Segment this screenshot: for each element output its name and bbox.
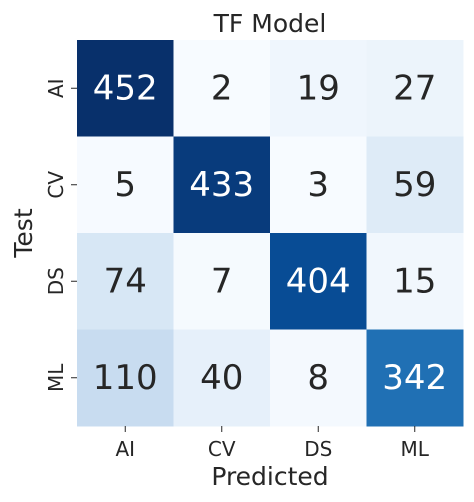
heatmap-cell-CV-AI — [77, 136, 174, 234]
cell-value-label: 404 — [286, 261, 351, 301]
heatmap-cell-CV-ML — [366, 136, 464, 234]
cell-value-label: 433 — [189, 165, 254, 205]
cell-value-label: 5 — [114, 165, 136, 205]
x-axis-label: Predicted — [211, 462, 328, 491]
heatmap-cell-DS-AI — [77, 233, 174, 330]
heatmap-cell-ML-ML — [366, 329, 464, 427]
y-tick-label: AI — [44, 78, 68, 98]
x-axis-ticks: AI CV DS ML — [115, 426, 430, 461]
cell-value-label: 8 — [307, 358, 329, 398]
cell-value-label: 74 — [104, 261, 147, 301]
y-tick-label: DS — [44, 267, 68, 295]
cell-value-label: 342 — [382, 358, 447, 398]
cell-value-label: 40 — [200, 358, 243, 398]
heatmap-cells — [77, 40, 464, 427]
y-axis-label: Test — [9, 208, 38, 258]
cell-value-label: 3 — [307, 165, 329, 205]
chart-title: TF Model — [213, 9, 327, 38]
heatmap-cell-DS-DS — [270, 233, 367, 330]
heatmap-cell-AI-CV — [173, 40, 271, 137]
cell-value-label: 452 — [93, 68, 158, 108]
cell-value-label: 110 — [93, 358, 158, 398]
heatmap-cell-DS-ML — [366, 233, 464, 330]
cell-value-label: 27 — [393, 68, 436, 108]
heatmap-cell-ML-CV — [173, 329, 271, 427]
heatmap-cell-labels: 452 2 19 27 5 433 3 59 74 7 404 15 110 40 8 342 — [93, 68, 447, 398]
heatmap-cell-AI-AI — [77, 40, 174, 137]
heatmap-cell-AI-ML — [366, 40, 464, 137]
y-tick-label: CV — [44, 171, 68, 199]
cell-value-label: 15 — [393, 261, 436, 301]
y-tick-label: ML — [44, 363, 68, 392]
heatmap-cell-ML-AI — [77, 329, 174, 427]
cell-value-label: 7 — [211, 261, 233, 301]
x-tick-label: CV — [208, 437, 236, 461]
heatmap-cell-DS-CV — [173, 233, 271, 330]
x-tick-label: AI — [115, 437, 135, 461]
heatmap-cell-CV-CV — [173, 136, 271, 234]
cell-value-label: 19 — [297, 68, 340, 108]
y-axis-ticks: AI CV DS ML — [44, 78, 77, 392]
heatmap-cell-ML-DS — [270, 329, 367, 427]
x-tick-label: ML — [401, 437, 430, 461]
heatmap-cell-AI-DS — [270, 40, 367, 137]
cell-value-label: 59 — [393, 165, 436, 205]
x-tick-label: DS — [304, 437, 332, 461]
cell-value-label: 2 — [211, 68, 233, 108]
heatmap-cell-CV-DS — [270, 136, 367, 234]
